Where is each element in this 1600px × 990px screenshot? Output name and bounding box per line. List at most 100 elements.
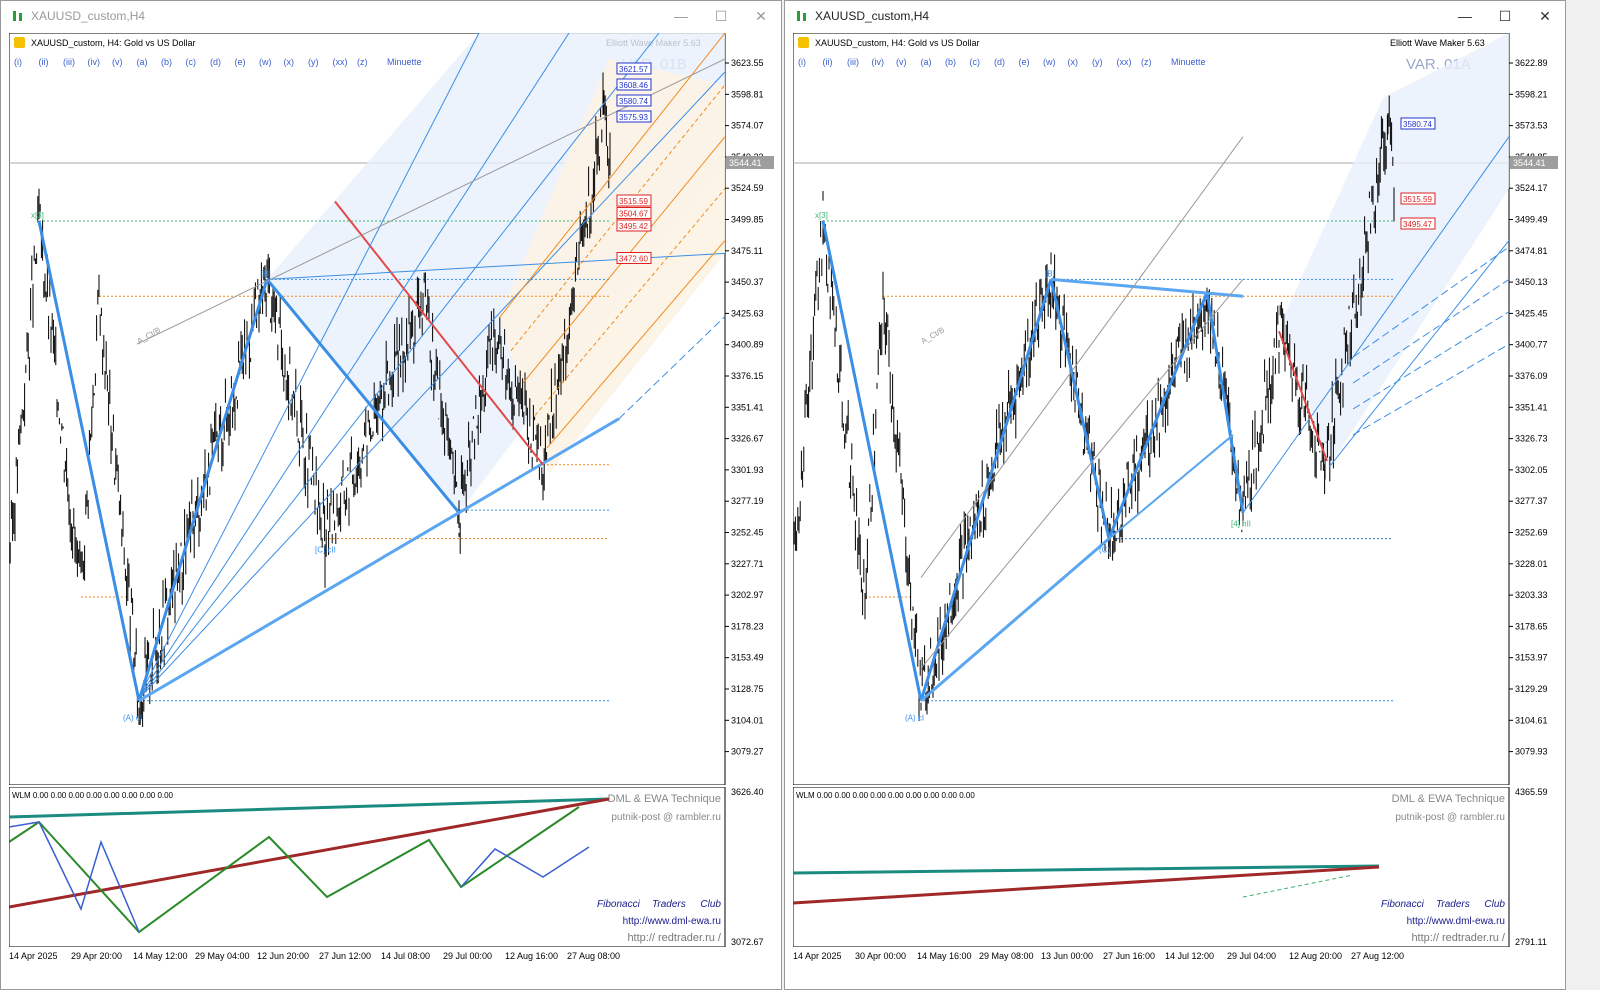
wave-button[interactable]: (v)	[896, 57, 907, 67]
channel-line	[1328, 240, 1510, 468]
blue-price-label: 3580.74	[1403, 120, 1432, 129]
channel-line	[1242, 136, 1510, 514]
close-button[interactable]: ✕	[755, 7, 767, 24]
wave-button[interactable]: (e)	[235, 57, 246, 67]
wave-button[interactable]: (y)	[308, 57, 319, 67]
wlm-blue-line-b	[460, 846, 590, 888]
brand-url: http://www.dml-ewa.ru	[623, 916, 721, 927]
indicator-top-label: 3626.40	[731, 787, 764, 797]
wave-label: [C] cII	[315, 546, 336, 555]
current-price-box	[726, 156, 774, 169]
fan-line	[136, 33, 480, 701]
wave-button[interactable]: (v)	[112, 57, 123, 67]
wave-button[interactable]: (iii)	[847, 57, 859, 67]
time-label: 29 Jul 00:00	[443, 951, 493, 961]
wave-button[interactable]: (ii)	[39, 57, 49, 67]
price-tick-label: 3622.89	[1515, 58, 1548, 68]
wave-label: [B]	[261, 269, 271, 278]
blue-price-box	[616, 94, 652, 107]
price-tick-label: 3104.01	[731, 715, 764, 725]
dashed-channel	[1352, 311, 1510, 410]
wave-button[interactable]: (w)	[259, 57, 272, 67]
wave-button[interactable]: (ii)	[823, 57, 833, 67]
price-tick-label: 3400.89	[731, 340, 764, 350]
indicator-pane[interactable]: WLM 0.00 0.00 0.00 0.00 0.00 0.00 0.00 0…	[793, 787, 1559, 947]
minimize-button[interactable]: —	[674, 8, 688, 24]
trend-line	[138, 511, 460, 703]
wave-button[interactable]: (z)	[357, 57, 368, 67]
wave-button[interactable]: (iv)	[872, 57, 885, 67]
wave-button[interactable]: (z)	[1141, 57, 1152, 67]
price-chart[interactable]: 3623.553598.813574.073549.333524.593499.…	[9, 33, 775, 785]
symbol-icon	[14, 37, 25, 48]
blue-price-label: 3575.93	[619, 113, 648, 122]
window-titlebar[interactable]: XAUUSD_custom,H4 — ☐ ✕	[1, 1, 781, 31]
indicator-header: WLM 0.00 0.00 0.00 0.00 0.00 0.00 0.00 0…	[12, 791, 174, 800]
wave-button[interactable]: (i)	[14, 57, 22, 67]
blue-price-label: 3608.46	[619, 81, 648, 90]
price-tick-label: 3574.07	[731, 121, 764, 131]
time-label: 13 Jun 00:00	[1041, 951, 1094, 961]
wave-button[interactable]: (x)	[284, 57, 295, 67]
chart-window-left[interactable]: XAUUSD_custom,H4 — ☐ ✕ 3623.55 3598.81 357…	[0, 0, 782, 990]
wave-button[interactable]: (xx)	[1117, 57, 1132, 67]
wave-line	[919, 278, 1053, 702]
brand-club: Club	[1484, 899, 1505, 910]
wave-line	[37, 220, 141, 702]
price-chart[interactable]: 3622.893598.213573.533548.853524.173499.…	[793, 33, 1559, 785]
current-price-box	[1510, 156, 1558, 169]
degree-button[interactable]: Minuette	[1171, 57, 1206, 67]
price-tick-label: 3499.49	[1515, 215, 1548, 225]
wave-button[interactable]: (e)	[1019, 57, 1030, 67]
brand-title: DML & EWA Technique	[1392, 793, 1505, 805]
price-tick-label: 3178.23	[731, 621, 764, 631]
wave-label: x[3]	[815, 211, 828, 220]
degree-button[interactable]: Minuette	[387, 57, 422, 67]
window-titlebar[interactable]: XAUUSD_custom,H4 — ☐ ✕	[785, 1, 1565, 31]
wave-button[interactable]: (x)	[1068, 57, 1079, 67]
wave-button[interactable]: (d)	[994, 57, 1005, 67]
wave-button[interactable]: (d)	[210, 57, 221, 67]
close-button[interactable]: ✕	[1539, 7, 1551, 24]
price-tick-label: 3524.17	[1515, 183, 1548, 193]
time-label: 14 Apr 2025	[9, 951, 58, 961]
wave-button[interactable]: (y)	[1092, 57, 1103, 67]
wave-button[interactable]: (b)	[161, 57, 172, 67]
price-tick-label: 3104.61	[1515, 715, 1548, 725]
minimize-button[interactable]: —	[1458, 8, 1472, 24]
red-price-box	[1400, 192, 1436, 205]
time-label: 12 Jun 20:00	[257, 951, 310, 961]
wlm-blue-line-a	[9, 821, 140, 933]
time-axis: 14 Apr 2025 29 Apr 20:00 14 May 12:00 29 Ma…	[9, 949, 721, 967]
blue-price-box	[616, 110, 652, 123]
maximize-button[interactable]: ☐	[1498, 7, 1512, 24]
indicator-pane[interactable]: WLM 0.00 0.00 0.00 0.00 0.00 0.00 0.00 0…	[9, 787, 775, 947]
trend-line	[920, 537, 1110, 702]
brand-url: http://www.dml-ewa.ru	[1407, 916, 1505, 927]
b-d-line	[1050, 277, 1244, 298]
wave-button[interactable]: (c)	[186, 57, 197, 67]
maximize-button[interactable]: ☐	[714, 7, 728, 24]
indicator-header: WLM 0.00 0.00 0.00 0.00 0.00 0.00 0.00 0…	[796, 791, 975, 800]
wlm-teal-line	[793, 864, 1380, 875]
brand-email: putnik-post @ rambler.ru	[611, 812, 721, 823]
time-label: 12 Aug 16:00	[505, 951, 559, 961]
wave-button[interactable]: (w)	[1043, 57, 1056, 67]
price-tick-label: 3178.65	[1515, 621, 1548, 631]
indicator-name: Elliott Wave Maker 5.63	[1390, 38, 1485, 48]
price-tick-label: 3499.85	[731, 215, 764, 225]
wave-button[interactable]: (a)	[921, 57, 932, 67]
price-tick-label: 3425.63	[731, 308, 764, 318]
wave-button[interactable]: (a)	[137, 57, 148, 67]
wave-button[interactable]: (xx)	[333, 57, 348, 67]
red-price-box	[1400, 217, 1436, 230]
wave-button[interactable]: (i)	[798, 57, 806, 67]
wave-button[interactable]: (b)	[945, 57, 956, 67]
wave-button[interactable]: (iii)	[63, 57, 75, 67]
fan-line	[136, 71, 726, 702]
wave-button[interactable]: (c)	[970, 57, 981, 67]
price-tick-label: 3326.67	[731, 434, 764, 444]
time-label: 14 Jul 12:00	[1165, 951, 1215, 961]
chart-window-right[interactable]: XAUUSD_custom,H4 — ☐ ✕ 3622.89 3598.21 357…	[784, 0, 1566, 990]
wave-button[interactable]: (iv)	[88, 57, 101, 67]
